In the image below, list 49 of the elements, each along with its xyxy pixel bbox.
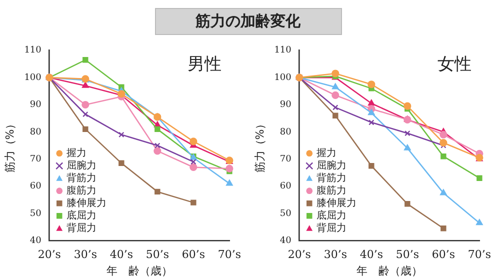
legend-label: 腹筋力 [316, 184, 346, 196]
x-axis-title: 年 齢（歳） [106, 264, 172, 278]
y-axis-title: 筋力（%） [3, 118, 16, 173]
y-tick-label: 100 [274, 72, 292, 83]
x-tick-label: 40’s [360, 248, 384, 262]
x-tick-label: 70’s [218, 248, 242, 262]
legend-label: 背屈力 [316, 222, 346, 234]
y-tick-label: 40 [280, 236, 292, 246]
y-tick-label: 50 [280, 208, 292, 219]
x-tick-label: 30’s [74, 248, 98, 262]
legend-label: 腹筋力 [66, 184, 96, 196]
legend-label: 背屈力 [66, 222, 96, 234]
legend-label: 底屈力 [66, 209, 96, 222]
legend-label: 膝伸展力 [66, 196, 106, 209]
y-tick-label: 110 [24, 46, 42, 56]
chart-title: 筋力の加齢変化 [154, 8, 342, 34]
legend-label: 屈腕力 [66, 159, 96, 172]
y-tick-label: 50 [30, 208, 42, 219]
y-tick-label: 70 [30, 154, 42, 164]
y-tick-label: 60 [280, 182, 292, 192]
y-tick-label: 80 [280, 127, 292, 138]
x-tick-label: 30’s [324, 248, 348, 262]
y-tick-label: 90 [30, 100, 42, 110]
x-tick-label: 60’s [182, 248, 206, 262]
legend-label: 背筋力 [316, 172, 346, 184]
legend-label: 背筋力 [66, 172, 96, 184]
x-tick-label: 70’s [468, 248, 492, 262]
x-axis-title: 年 齢（歳） [356, 264, 422, 278]
y-tick-label: 70 [280, 154, 292, 164]
annotation: 女性 [437, 54, 472, 74]
y-tick-label: 90 [280, 100, 292, 110]
x-tick-label: 50’s [396, 248, 420, 262]
x-tick-label: 60’s [432, 248, 456, 262]
x-tick-label: 20’s [38, 248, 62, 262]
legend-label: 屈腕力 [316, 159, 346, 172]
y-tick-label: 80 [30, 127, 42, 138]
legend-label: 膝伸展力 [316, 196, 356, 209]
y-tick-label: 110 [274, 46, 292, 56]
legend-label: 握力 [66, 146, 86, 159]
x-tick-label: 20’s [288, 248, 312, 262]
legend-label: 底屈力 [316, 209, 346, 222]
legend-label: 握力 [316, 146, 336, 159]
y-tick-label: 100 [24, 72, 42, 83]
y-tick-label: 40 [30, 236, 42, 246]
x-tick-label: 40’s [110, 248, 134, 262]
x-tick-label: 50’s [146, 248, 170, 262]
y-axis-title: 筋力（%） [253, 118, 266, 173]
annotation: 男性 [187, 54, 222, 74]
y-tick-label: 60 [30, 182, 42, 192]
